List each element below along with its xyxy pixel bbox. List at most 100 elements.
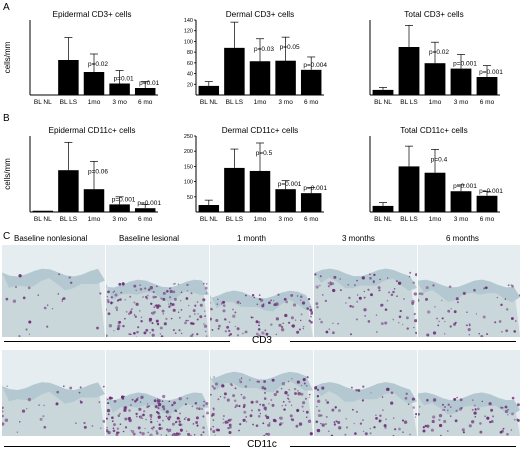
stained-cell <box>407 403 410 406</box>
stained-cell <box>206 283 208 285</box>
stained-cell <box>309 432 313 436</box>
stained-cell <box>152 295 156 299</box>
stained-cell <box>250 400 254 404</box>
stained-cell <box>404 396 408 400</box>
stained-cell <box>473 404 476 407</box>
stained-cell <box>162 297 166 301</box>
stained-cell <box>141 432 145 436</box>
stained-cell <box>392 290 395 294</box>
stained-cell <box>171 403 174 407</box>
stained-cell <box>233 399 237 402</box>
stained-cell <box>204 315 207 318</box>
stained-cell <box>275 333 277 336</box>
micrograph-cd3-1-month <box>210 245 313 337</box>
stained-cell <box>401 419 405 422</box>
stained-cell <box>290 316 294 320</box>
x-tick-label: BL LS <box>60 216 78 223</box>
stained-cell <box>506 433 509 436</box>
bar <box>249 61 271 95</box>
stained-cell <box>102 385 105 388</box>
stained-cell <box>364 432 368 436</box>
stained-cell <box>268 301 271 305</box>
stained-cell <box>157 411 160 415</box>
bar <box>198 85 220 95</box>
stained-cell <box>282 322 284 324</box>
stained-cell <box>414 416 417 418</box>
stained-cell <box>106 408 111 413</box>
stained-cell <box>145 296 147 298</box>
stained-cell <box>243 410 247 414</box>
stained-cell <box>334 407 337 409</box>
stained-cell <box>302 410 305 412</box>
stained-cell <box>337 409 341 413</box>
stained-cell <box>351 305 355 308</box>
stained-cell <box>308 393 311 396</box>
tissue-epidermis <box>2 382 105 404</box>
stained-cell <box>411 302 415 305</box>
stained-cell <box>227 426 230 430</box>
stained-cell <box>413 327 415 329</box>
stained-cell <box>432 398 437 402</box>
stained-cell <box>156 398 159 400</box>
stained-cell <box>43 404 45 407</box>
stained-cell <box>186 397 189 400</box>
stained-cell <box>118 282 122 286</box>
stained-cell <box>2 410 4 413</box>
stained-cell <box>213 376 215 378</box>
stained-cell <box>46 325 49 328</box>
stained-cell <box>63 385 65 387</box>
stained-cell <box>450 308 452 310</box>
stained-cell <box>199 303 203 307</box>
y-tick-label: 200 <box>184 149 193 155</box>
bar <box>275 60 296 95</box>
stained-cell <box>379 414 382 418</box>
stained-cell <box>132 432 136 436</box>
stained-cell <box>418 405 421 408</box>
x-tick-label: 1mo <box>88 216 101 223</box>
stained-cell <box>432 415 436 419</box>
stained-cell <box>481 400 483 403</box>
stained-cell <box>405 316 409 320</box>
stained-cell <box>309 308 313 312</box>
stained-cell <box>294 392 297 395</box>
stained-cell <box>390 293 394 297</box>
stained-cell <box>504 298 507 300</box>
y-tick-label: 60 <box>187 61 193 67</box>
stained-cell <box>205 401 209 406</box>
stained-cell <box>124 317 126 320</box>
stained-cell <box>395 280 398 283</box>
stained-cell <box>157 405 160 407</box>
stained-cell <box>12 299 17 303</box>
stained-cell <box>161 419 164 422</box>
stained-cell <box>47 304 49 306</box>
stained-cell <box>321 423 325 427</box>
stained-cell <box>377 286 381 290</box>
stained-cell <box>231 384 233 386</box>
stained-cell <box>210 427 213 431</box>
stained-cell <box>315 420 319 424</box>
stained-cell <box>107 413 110 416</box>
stained-cell <box>178 316 181 319</box>
stained-cell <box>378 289 381 292</box>
stained-cell <box>117 324 121 328</box>
stained-cell <box>263 434 266 436</box>
stained-cell <box>239 423 242 426</box>
x-tick-label: 3 mo <box>278 99 293 106</box>
stained-cell <box>294 319 297 321</box>
stained-cell <box>61 300 63 302</box>
stained-cell <box>69 386 73 390</box>
micrograph-cd11c-6-months <box>418 350 520 436</box>
stained-cell <box>212 419 215 421</box>
x-tick-label: 1mo <box>254 99 267 106</box>
stained-cell <box>392 318 395 321</box>
stained-cell <box>443 419 447 424</box>
stained-cell <box>262 403 265 407</box>
stained-cell <box>39 417 43 421</box>
y-tick-label: 250 <box>184 134 193 140</box>
stained-cell <box>234 325 237 328</box>
stained-cell <box>151 328 155 332</box>
stained-cell <box>56 390 60 394</box>
stained-cell <box>386 387 390 391</box>
stained-cell <box>204 330 207 333</box>
stained-cell <box>223 396 226 399</box>
